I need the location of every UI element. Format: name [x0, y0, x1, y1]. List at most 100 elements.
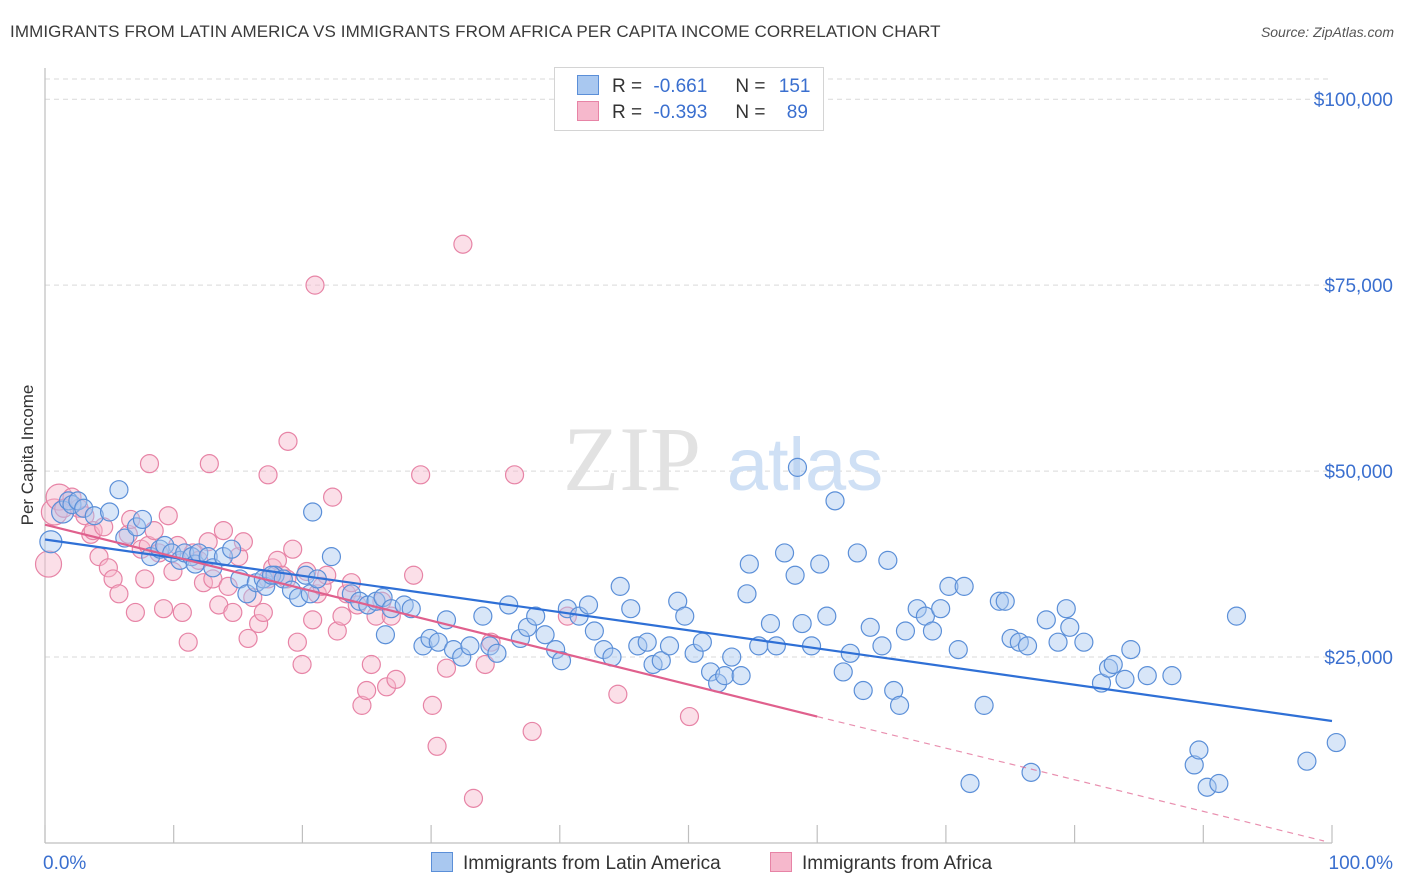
latin-point — [785, 565, 805, 585]
trend-line-latin — [44, 538, 1333, 723]
africa-point — [361, 654, 381, 675]
latin-point — [1197, 777, 1217, 797]
africa-point — [327, 621, 347, 641]
trend-line-africa-extension — [817, 715, 1325, 842]
africa-point — [178, 632, 198, 652]
latin-point — [1017, 636, 1038, 656]
latin-point — [825, 491, 845, 511]
latin-point — [480, 636, 500, 656]
watermark-atlas: atlas — [727, 423, 883, 506]
latin-point — [594, 640, 614, 660]
latin-point — [1297, 751, 1317, 771]
latin-point — [948, 640, 968, 660]
latin-point — [460, 636, 480, 656]
legend-r-value-latin: -0.661 — [653, 76, 708, 97]
latin-point — [760, 613, 781, 634]
latin-point — [84, 506, 104, 526]
legend-swatch-latin — [577, 75, 599, 95]
latin-point — [889, 695, 910, 715]
africa-point — [403, 565, 424, 585]
africa-point — [249, 613, 269, 634]
africa-point — [198, 532, 218, 552]
africa-point — [139, 454, 160, 474]
africa-point — [153, 599, 174, 619]
legend-swatch-africa — [577, 101, 599, 121]
latin-point — [700, 662, 721, 682]
latin-point — [443, 640, 464, 660]
africa-point — [135, 569, 155, 589]
legend-row-latin: R = -0.661 N = 151 — [577, 75, 810, 101]
latin-point — [922, 621, 943, 641]
africa-point — [504, 465, 525, 485]
latin-point — [526, 606, 546, 626]
latin-point — [535, 625, 555, 645]
legend-n-value-latin: 151 — [778, 76, 811, 97]
latin-point — [787, 457, 808, 477]
watermark-zip: ZIP — [563, 408, 701, 510]
latin-point — [1162, 666, 1182, 686]
africa-point — [322, 487, 343, 507]
latin-point — [895, 621, 916, 641]
tick-labels: $25,000 $50,000 $75,000 $100,000 0.0% 100.0% — [43, 90, 1393, 874]
legend-n-value-africa: 89 — [786, 102, 808, 123]
africa-point — [305, 275, 325, 295]
latin-point — [731, 666, 751, 686]
latin-point — [584, 621, 604, 641]
latin-point — [878, 550, 898, 570]
africa-point — [411, 465, 431, 485]
latin-point — [222, 539, 242, 559]
latin-point — [692, 632, 712, 652]
africa-point — [233, 532, 253, 552]
latin-point — [810, 554, 830, 574]
series-latin-points — [39, 457, 1346, 797]
x-tick-label-min: 0.0% — [43, 853, 86, 874]
africa-point — [109, 584, 129, 604]
africa-point — [118, 524, 138, 544]
africa-point — [223, 602, 243, 623]
africa-point — [238, 628, 258, 649]
legend-row-africa: R = -0.393 N = 89 — [577, 101, 808, 127]
latin-point — [610, 576, 630, 596]
africa-point — [203, 569, 223, 589]
bottom-legend-swatch-africa — [770, 852, 792, 872]
africa-point — [427, 736, 447, 756]
africa-point — [436, 658, 457, 678]
bottom-legend-latin: Immigrants from Latin America — [431, 852, 721, 875]
latin-point — [739, 554, 759, 574]
latin-point — [132, 509, 153, 530]
africa-point — [163, 561, 183, 582]
latin-point — [428, 632, 448, 652]
africa-point — [386, 669, 406, 689]
latin-point — [884, 680, 904, 701]
latin-point — [637, 632, 657, 652]
latin-point — [1074, 632, 1094, 652]
y-tick-label: $50,000 — [1324, 462, 1393, 483]
africa-point — [218, 576, 238, 596]
africa-point — [267, 550, 288, 570]
africa-point — [303, 610, 323, 630]
latin-point — [109, 480, 129, 500]
trend-line-africa — [44, 523, 818, 718]
latin-point — [860, 617, 880, 637]
africa-point — [158, 506, 178, 526]
chart-title: IMMIGRANTS FROM LATIN AMERICA VS IMMIGRA… — [10, 22, 941, 41]
latin-point — [954, 576, 974, 596]
latin-point — [847, 543, 867, 563]
africa-point — [352, 695, 372, 715]
africa-point — [283, 539, 303, 559]
latin-point — [1021, 762, 1041, 782]
legend-n-label: N = — [735, 102, 766, 123]
latin-point — [303, 502, 323, 522]
africa-point — [98, 558, 118, 578]
africa-point — [422, 695, 442, 715]
latin-point — [578, 595, 599, 615]
africa-point — [172, 602, 192, 623]
latin-point — [51, 500, 75, 524]
trend-lines — [44, 523, 1333, 842]
watermark: ZIP atlas — [563, 408, 883, 510]
latin-point — [1060, 617, 1080, 637]
latin-point — [872, 636, 892, 656]
legend-r-label: R = — [612, 102, 643, 123]
latin-point — [1103, 654, 1123, 675]
